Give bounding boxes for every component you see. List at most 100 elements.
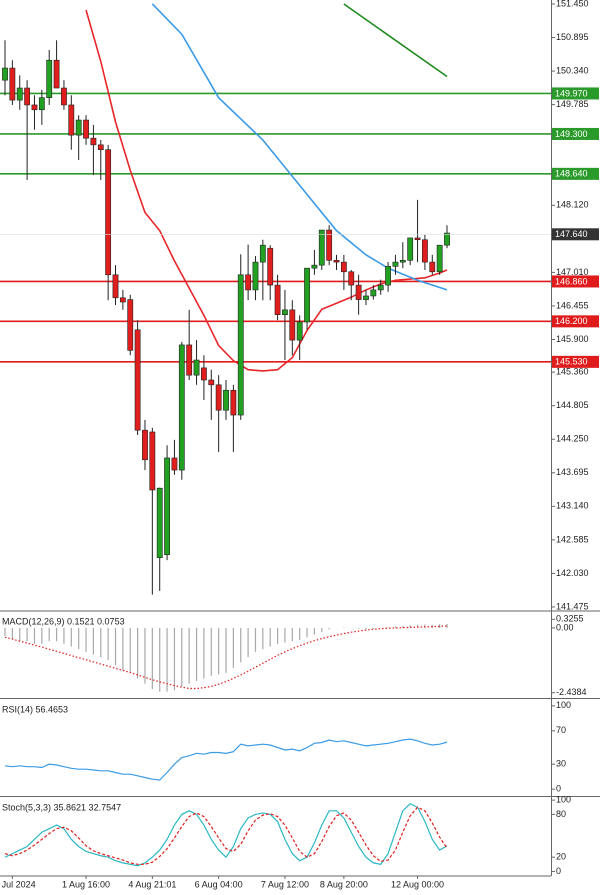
candle-body (318, 229, 325, 266)
y-tick-label: 145.360 (556, 367, 589, 377)
candle-body (164, 457, 170, 555)
candle-body (230, 389, 237, 416)
candle-body (429, 261, 436, 273)
level-label-box (552, 315, 599, 328)
moving-average (85, 9, 448, 372)
candle-body (259, 244, 266, 263)
y-tick-label: 145.900 (556, 334, 589, 344)
x-tick-label: 1 Aug 16:00 (62, 879, 110, 889)
level-label: 145.530 (555, 357, 588, 367)
y-tick-label: 0.00 (556, 622, 574, 632)
candle-body (193, 359, 200, 376)
moving-average (151, 3, 448, 291)
y-tick-label: 147.010 (556, 267, 589, 277)
candle-body (2, 67, 8, 81)
y-tick-label: 142.030 (556, 568, 589, 578)
x-tick-label: 31 Jul 2024 (0, 879, 36, 889)
candle-body (296, 321, 303, 341)
candle-body (178, 344, 185, 471)
candle-body (156, 487, 163, 559)
candle-body (340, 261, 347, 273)
y-tick-label: 0 (556, 866, 561, 876)
candle-body (237, 274, 244, 416)
candle-body (348, 271, 355, 286)
y-tick-label: 149.785 (556, 99, 589, 109)
candle-body (223, 389, 229, 411)
y-tick-label: 150.895 (556, 32, 589, 42)
candle-body (68, 104, 75, 136)
x-tick-label: 8 Aug 20:00 (320, 879, 368, 889)
y-tick-label: 150.340 (556, 65, 589, 75)
level-label-box (552, 127, 599, 140)
current-price-label: 147.640 (555, 229, 588, 239)
x-tick-label: 12 Aug 00:00 (391, 879, 444, 889)
y-tick-label: 70 (556, 725, 566, 735)
y-tick-label: 0 (556, 784, 561, 794)
candle-body (31, 104, 38, 111)
candle-body (444, 232, 450, 246)
candle-body (385, 266, 391, 286)
candle-body (24, 87, 31, 106)
current-price-box (552, 228, 599, 241)
y-tick-label: 20 (556, 852, 566, 862)
candle-body (274, 284, 281, 316)
candle-body (46, 59, 53, 98)
candle-body (127, 299, 134, 351)
candle-body (171, 457, 178, 471)
level-label-box (552, 167, 599, 180)
level-label-box (552, 87, 599, 100)
candle-body (97, 144, 104, 150)
candle-body (370, 289, 377, 297)
y-tick-label: -2.4384 (556, 687, 587, 697)
y-tick-label: 151.450 (556, 0, 589, 8)
y-tick-label: 141.475 (556, 601, 589, 611)
level-label: 148.640 (555, 169, 588, 179)
candle-body (53, 59, 60, 89)
indicator-line (4, 738, 448, 781)
candle-body (407, 237, 414, 261)
candle-body (363, 295, 369, 300)
y-tick-label: 143.140 (556, 501, 589, 511)
indicator-line (4, 806, 448, 865)
y-tick-label: 100 (556, 700, 571, 710)
candle-body (142, 429, 148, 461)
panel-title: MACD(12,26,9) 0.1521 0.0753 (2, 616, 125, 626)
candle-body (201, 367, 207, 381)
candle-body (289, 309, 296, 341)
level-label-box (552, 355, 599, 368)
candle-body (245, 274, 252, 291)
indicator-line (4, 802, 448, 867)
x-tick-label: 4 Aug 21:01 (128, 879, 176, 889)
level-label-box (552, 275, 599, 288)
candle-body (208, 379, 215, 386)
candle-body (215, 384, 222, 411)
level-label: 149.300 (555, 129, 588, 139)
candle-body (38, 97, 45, 111)
candle-body (105, 149, 112, 276)
moving-average (343, 3, 448, 78)
y-tick-label: 146.455 (556, 300, 589, 310)
y-tick-label: 80 (556, 809, 566, 819)
candle-body (355, 284, 362, 300)
level-label: 149.970 (555, 88, 588, 98)
candle-body (83, 119, 89, 139)
candle-body (333, 259, 340, 263)
level-label: 146.860 (555, 276, 588, 286)
candle-body (392, 261, 399, 267)
panel-title: RSI(14) 56.4653 (2, 704, 68, 714)
y-tick-label: 30 (556, 759, 566, 769)
candle-body (112, 274, 119, 299)
candle-body (149, 431, 156, 491)
candle-body (9, 67, 16, 101)
y-tick-label: 148.120 (556, 200, 589, 210)
candle-body (282, 309, 288, 316)
candle-body (304, 267, 310, 323)
x-tick-label: 7 Aug 12:00 (261, 879, 309, 889)
candle-body (16, 87, 23, 101)
candle-body (75, 119, 82, 136)
level-label: 146.200 (555, 316, 588, 326)
candle-body (252, 261, 259, 291)
candle-body (326, 229, 333, 261)
candle-body (377, 284, 384, 291)
